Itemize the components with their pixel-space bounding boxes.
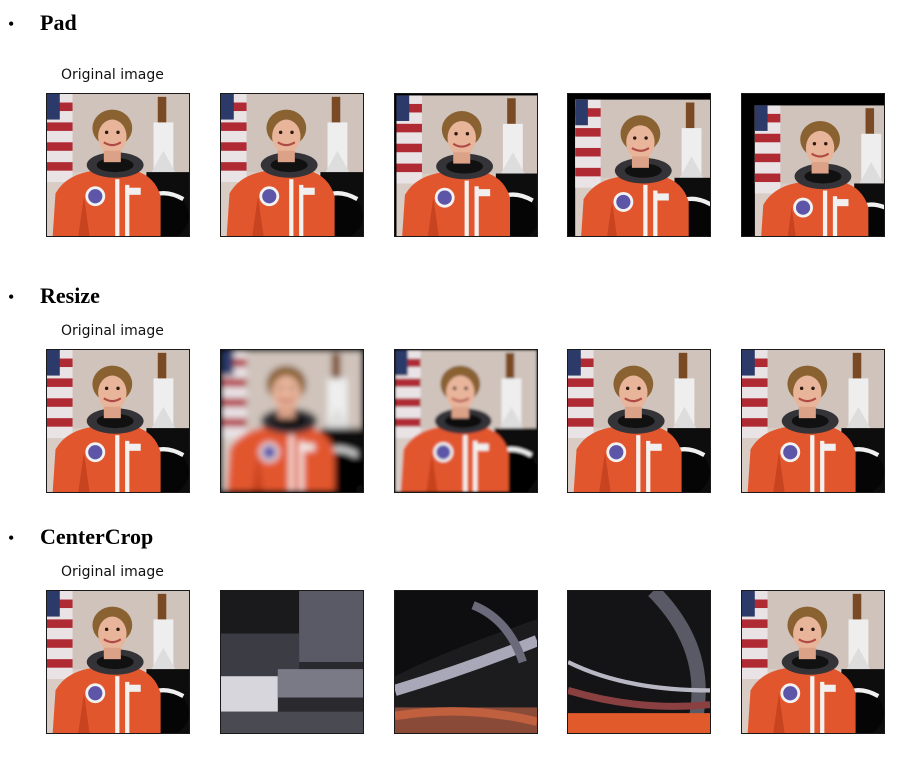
- section-title-resize: Resize: [40, 284, 100, 308]
- crop-image-4: [741, 590, 885, 734]
- bullet: •: [8, 529, 14, 547]
- resize-image-medium: [394, 349, 538, 493]
- resize-image-original: [46, 349, 190, 493]
- pad-image-1: [220, 93, 364, 237]
- bullet: •: [8, 15, 14, 33]
- crop-image-2: [394, 590, 538, 734]
- original-image-label: Original image: [61, 323, 164, 339]
- pad-image-4: [741, 93, 885, 237]
- crop-image-1: [220, 590, 364, 734]
- resize-image-full: [741, 349, 885, 493]
- crop-image-3: [567, 590, 711, 734]
- original-image-label: Original image: [61, 67, 164, 83]
- crop-image-original: [46, 590, 190, 734]
- section-title-pad: Pad: [40, 11, 77, 35]
- resize-image-low: [220, 349, 364, 493]
- section-title-centercrop: CenterCrop: [40, 525, 153, 549]
- bullet: •: [8, 288, 14, 306]
- pad-image-3: [567, 93, 711, 237]
- original-image-label: Original image: [61, 564, 164, 580]
- resize-image-high: [567, 349, 711, 493]
- pad-image-2: [394, 93, 538, 237]
- pad-image-original: [46, 93, 190, 237]
